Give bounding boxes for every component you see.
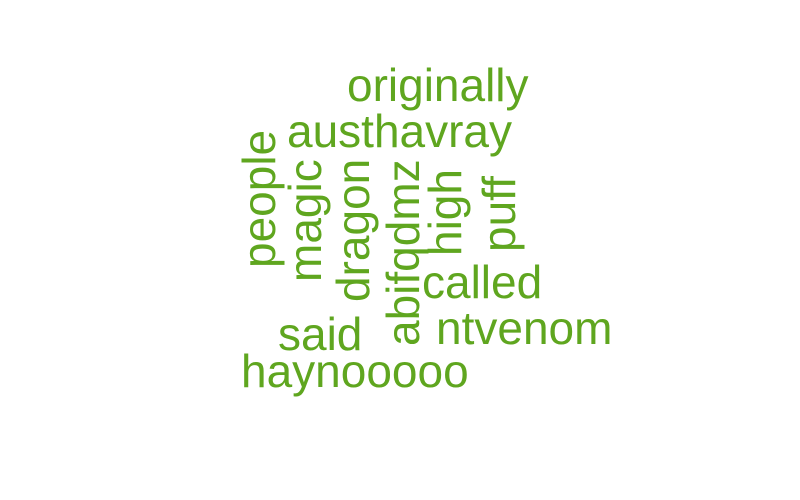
word-said: said: [278, 308, 363, 360]
word-magic: magic: [279, 159, 331, 282]
word-high: high: [419, 169, 471, 256]
word-ntvenom: ntvenom: [436, 302, 613, 354]
word-dragon: dragon: [327, 158, 379, 302]
word-people: people: [233, 129, 285, 268]
word-haynooooo: haynooooo: [241, 345, 469, 397]
word-austhavray: austhavray: [287, 105, 513, 157]
word-puff: puff: [473, 176, 525, 252]
word-called: called: [422, 256, 543, 308]
word-originally: originally: [347, 59, 529, 111]
